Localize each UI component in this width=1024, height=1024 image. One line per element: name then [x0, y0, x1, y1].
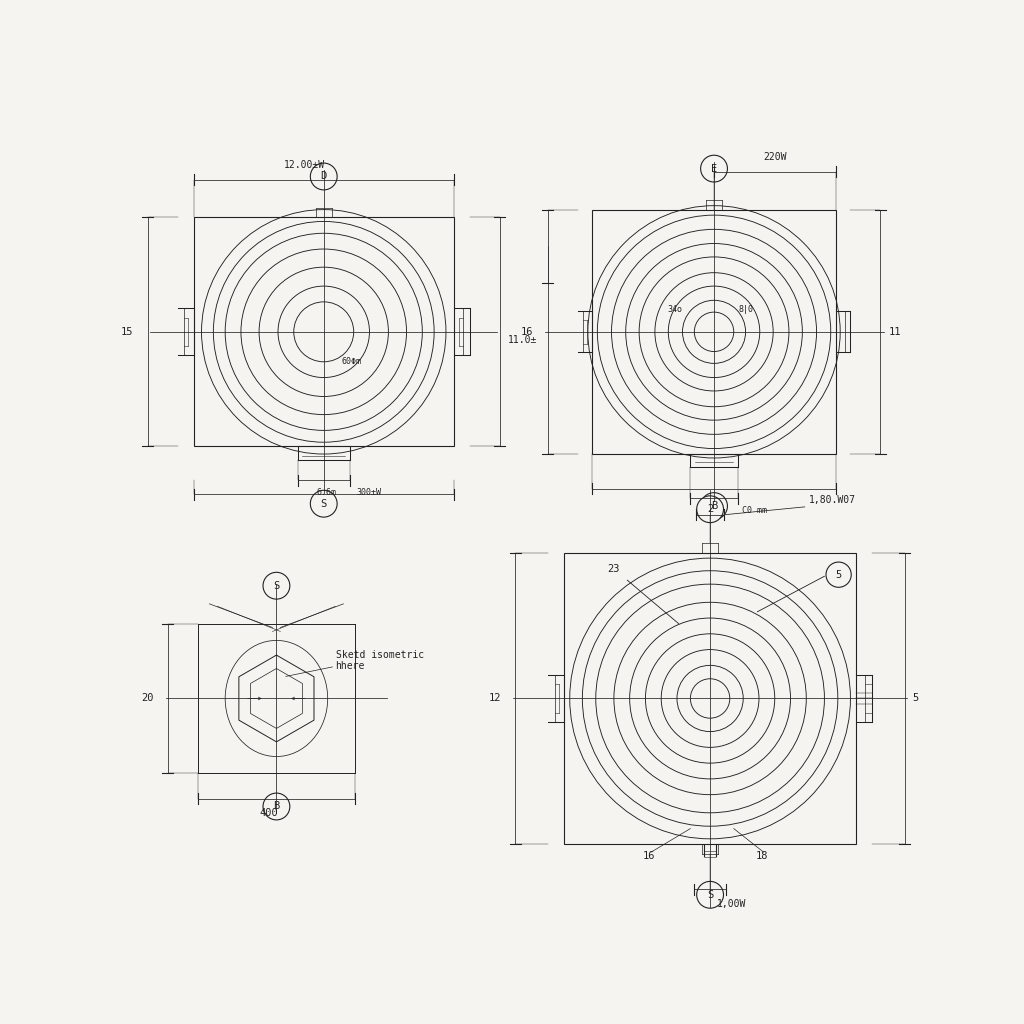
Text: 11.0±: 11.0±	[508, 335, 537, 345]
Text: 1,00W: 1,00W	[717, 899, 745, 908]
Circle shape	[700, 493, 727, 519]
Text: 12.00±W: 12.00±W	[284, 160, 325, 170]
Text: E: E	[711, 164, 717, 174]
Text: 15: 15	[121, 327, 134, 337]
Text: 8|0: 8|0	[738, 305, 753, 314]
Text: 34o: 34o	[667, 305, 682, 314]
Circle shape	[263, 793, 290, 820]
Text: 23: 23	[607, 564, 620, 573]
Text: 16: 16	[521, 327, 534, 337]
Bar	[564, 553, 856, 845]
Text: D: D	[321, 171, 327, 181]
Circle shape	[310, 163, 337, 189]
Text: 1,80.W07: 1,80.W07	[809, 496, 856, 505]
Text: 5: 5	[836, 569, 842, 580]
Circle shape	[310, 490, 337, 517]
Circle shape	[700, 156, 727, 182]
Text: 60Φm: 60Φm	[341, 357, 361, 367]
Text: 16: 16	[643, 851, 655, 861]
Circle shape	[263, 572, 290, 599]
Text: B: B	[711, 501, 717, 511]
Text: 18: 18	[756, 851, 768, 861]
Text: S: S	[707, 890, 714, 900]
Text: 6.6m: 6.6m	[316, 488, 336, 497]
Text: 20: 20	[141, 693, 154, 703]
Text: 220W: 220W	[764, 153, 786, 162]
Text: 5: 5	[912, 693, 919, 703]
Circle shape	[696, 882, 724, 908]
Text: S: S	[273, 581, 280, 591]
Text: 400: 400	[259, 808, 278, 818]
Circle shape	[696, 496, 724, 522]
Text: 11: 11	[888, 327, 901, 337]
Text: S: S	[321, 499, 327, 509]
Text: 300±W: 300±W	[356, 488, 381, 497]
Text: Sketd isometric
hhere: Sketd isometric hhere	[336, 650, 424, 672]
Bar	[194, 217, 454, 446]
Text: 2: 2	[707, 504, 714, 514]
Text: B: B	[273, 802, 280, 811]
Text: C0 mm: C0 mm	[741, 506, 767, 515]
Bar	[592, 210, 837, 454]
Circle shape	[826, 562, 851, 588]
Text: 12: 12	[488, 693, 501, 703]
